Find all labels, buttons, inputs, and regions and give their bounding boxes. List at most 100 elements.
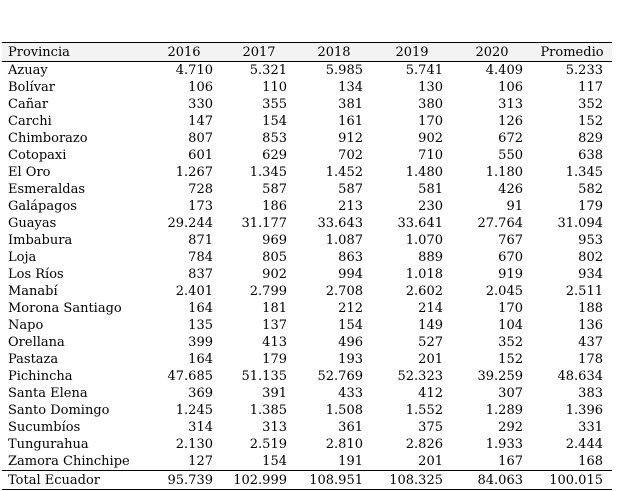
- value-cell: 186: [262, 199, 287, 214]
- value-cell: 47.685: [167, 369, 214, 384]
- value-cell: 1.070: [405, 233, 443, 248]
- value-cell: 1.345: [565, 165, 603, 180]
- table-row: Cotopaxi 601 629 702 710 550 638: [2, 147, 612, 164]
- value-cell: 147: [188, 114, 213, 129]
- value-cell: 1.289: [485, 403, 523, 418]
- table-row: Manabí 2.401 2.799 2.708 2.602 2.045 2.511: [2, 283, 612, 300]
- table-row: Guayas 29.244 31.177 33.643 33.641 27.764 31.0…: [2, 215, 612, 232]
- value-cell: 193: [338, 352, 363, 367]
- value-cell: 179: [578, 199, 603, 214]
- table-row: Azuay 4.710 5.321 5.985 5.741 4.409 5.233: [2, 62, 612, 80]
- value-cell: 587: [338, 182, 363, 197]
- value-cell: 399: [188, 335, 213, 350]
- value-cell: 5.321: [249, 63, 287, 78]
- table-row: Orellana 399 413 496 527 352 437: [2, 334, 612, 351]
- value-cell: 314: [188, 420, 213, 435]
- value-cell: 127: [188, 454, 213, 469]
- value-cell: 601: [188, 148, 213, 163]
- province-cell: Azuay: [8, 63, 48, 78]
- value-cell: 1.018: [405, 267, 443, 282]
- value-cell: 52.769: [317, 369, 364, 384]
- value-cell: 953: [578, 233, 603, 248]
- value-cell: 375: [418, 420, 443, 435]
- column-header: 2019: [372, 42, 452, 62]
- value-cell: 2.810: [325, 437, 363, 452]
- value-cell: 154: [262, 454, 287, 469]
- value-cell: 582: [578, 182, 603, 197]
- value-cell: 5.741: [405, 63, 443, 78]
- province-cell: Pastaza: [8, 352, 59, 367]
- value-cell: 1.180: [485, 165, 523, 180]
- province-cell: Loja: [8, 250, 37, 265]
- value-cell: 106: [498, 80, 523, 95]
- value-cell: 117: [578, 80, 603, 95]
- value-cell: 154: [338, 318, 363, 333]
- table-row: Cañar 330 355 381 380 313 352: [2, 96, 612, 113]
- value-cell: 126: [498, 114, 523, 129]
- value-cell: 902: [262, 267, 287, 282]
- value-cell: 934: [578, 267, 603, 282]
- value-cell: 352: [578, 97, 603, 112]
- value-cell: 587: [262, 182, 287, 197]
- value-cell: 212: [338, 301, 363, 316]
- value-cell: 527: [418, 335, 443, 350]
- value-cell: 178: [578, 352, 603, 367]
- value-cell: 2.444: [565, 437, 603, 452]
- value-cell: 313: [262, 420, 287, 435]
- value-cell: 4.710: [175, 63, 213, 78]
- value-cell: 912: [338, 131, 363, 146]
- value-cell: 994: [338, 267, 363, 282]
- value-cell: 91: [506, 199, 523, 214]
- value-cell: 214: [418, 301, 443, 316]
- value-cell: 437: [578, 335, 603, 350]
- value-cell: 902: [418, 131, 443, 146]
- value-cell: 191: [338, 454, 363, 469]
- value-cell: 154: [262, 114, 287, 129]
- value-cell: 413: [262, 335, 287, 350]
- total-label-cell: Total Ecuador: [2, 470, 146, 490]
- value-cell: 1.396: [565, 403, 603, 418]
- value-cell: 201: [418, 454, 443, 469]
- column-header: 2018: [296, 42, 372, 62]
- province-cell: Imbabura: [8, 233, 73, 248]
- value-cell: 433: [338, 386, 363, 401]
- value-cell: 167: [498, 454, 523, 469]
- column-header: 2020: [452, 42, 532, 62]
- province-cell: Cañar: [8, 97, 49, 112]
- value-cell: 188: [578, 301, 603, 316]
- total-row: Total Ecuador 95.739 102.999 108.951 108.325…: [2, 470, 612, 490]
- province-cell: Napo: [8, 318, 44, 333]
- header-row: Provincia 2016 2017 2018 2019 2020 Promedio: [2, 42, 612, 62]
- value-cell: 164: [188, 352, 213, 367]
- table-row: Loja 784 805 863 889 670 802: [2, 249, 612, 266]
- value-cell: 170: [418, 114, 443, 129]
- value-cell: 550: [498, 148, 523, 163]
- value-cell: 1.452: [325, 165, 363, 180]
- province-cell: Galápagos: [8, 199, 77, 214]
- value-cell: 152: [498, 352, 523, 367]
- value-cell: 670: [498, 250, 523, 265]
- value-cell: 2.826: [405, 437, 443, 452]
- province-cell: Chimborazo: [8, 131, 88, 146]
- value-cell: 969: [262, 233, 287, 248]
- value-cell: 173: [188, 199, 213, 214]
- value-cell: 1.345: [249, 165, 287, 180]
- province-cell: Santo Domingo: [8, 403, 110, 418]
- table-row: Santa Elena 369 391 433 412 307 383: [2, 385, 612, 402]
- value-cell: 130: [418, 80, 443, 95]
- table-row: Pichincha 47.685 51.135 52.769 52.323 39.259 4…: [2, 368, 612, 385]
- value-cell: 5.985: [325, 63, 363, 78]
- total-value-cell: 95.739: [146, 470, 222, 490]
- value-cell: 702: [338, 148, 363, 163]
- total-value-cell: 102.999: [222, 470, 296, 490]
- value-cell: 426: [498, 182, 523, 197]
- value-cell: 27.764: [477, 216, 524, 231]
- table-row: Esmeraldas 728 587 587 581 426 582: [2, 181, 612, 198]
- value-cell: 31.177: [241, 216, 288, 231]
- value-cell: 106: [188, 80, 213, 95]
- value-cell: 581: [418, 182, 443, 197]
- value-cell: 33.641: [397, 216, 444, 231]
- value-cell: 381: [338, 97, 363, 112]
- province-cell: Guayas: [8, 216, 57, 231]
